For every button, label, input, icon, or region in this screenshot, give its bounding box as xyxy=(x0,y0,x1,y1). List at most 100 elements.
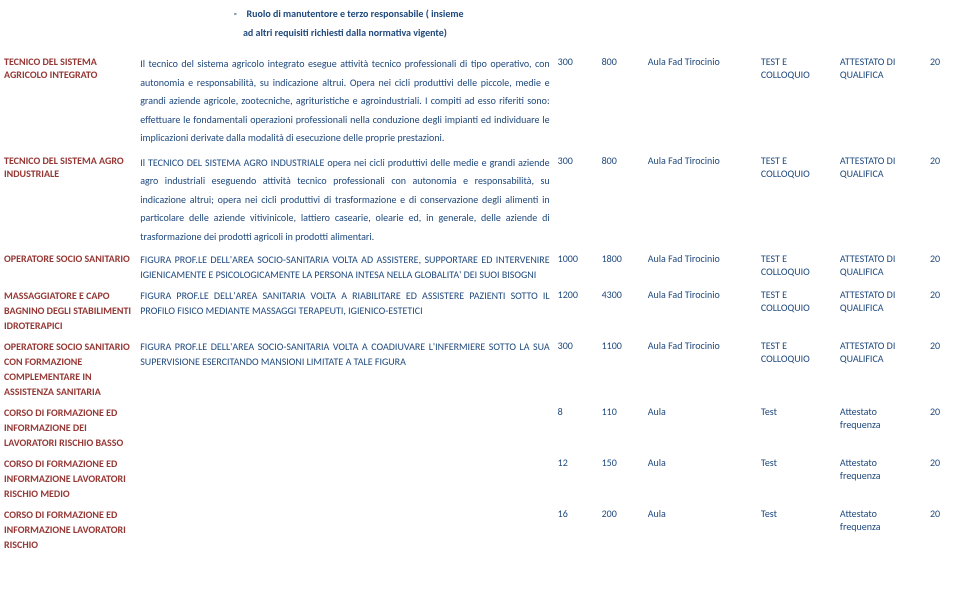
course-description xyxy=(136,504,553,555)
hours-2: 1100 xyxy=(598,336,644,402)
hours-2: 150 xyxy=(598,453,644,504)
capacity-value: 20 xyxy=(930,456,940,469)
certificate-line2: QUALIFICA xyxy=(840,68,884,81)
modality-text: Aula xyxy=(648,456,666,469)
hours-2-value: 800 xyxy=(602,55,617,68)
hours-1-value: 1200 xyxy=(558,288,578,301)
course-label-text: MASSAGGIATORE E CAPO BAGNINO DEGLI STABI… xyxy=(4,289,131,332)
exam-line2: COLLOQUIO xyxy=(761,301,810,314)
hours-2-value: 1800 xyxy=(602,252,622,265)
course-label: OPERATORE SOCIO SANITARIO xyxy=(0,249,136,285)
course-label: MASSAGGIATORE E CAPO BAGNINO DEGLI STABI… xyxy=(0,285,136,336)
course-row: CORSO DI FORMAZIONE ED INFORMAZIONE LAVO… xyxy=(0,453,959,504)
course-label: CORSO DI FORMAZIONE ED INFORMAZIONE LAVO… xyxy=(0,504,136,555)
course-row: TECNICO DEL SISTEMA AGRICOLO INTEGRATOIl… xyxy=(0,52,959,151)
modality-text: Aula Fad Tirocinio xyxy=(648,339,720,352)
modality: Aula xyxy=(644,402,757,453)
capacity-value: 20 xyxy=(930,339,940,352)
certificate-line2: frequenza xyxy=(840,469,881,482)
hours-1: 300 xyxy=(554,336,598,402)
course-label-text: CORSO DI FORMAZIONE ED INFORMAZIONE LAVO… xyxy=(4,508,126,551)
certificate-line1: ATTESTATO DI xyxy=(840,55,895,68)
certificate-line2: QUALIFICA xyxy=(840,167,884,180)
hours-1: 300 xyxy=(554,151,598,250)
exam-line1: TEST E xyxy=(761,252,787,265)
capacity: 20 xyxy=(926,453,959,504)
capacity-value: 20 xyxy=(930,288,940,301)
certificate-line1: ATTESTATO DI xyxy=(840,339,895,352)
exam-line2: COLLOQUIO xyxy=(761,167,810,180)
certificate-line2: QUALIFICA xyxy=(840,301,884,314)
course-row: TECNICO DEL SISTEMA AGRO INDUSTRIALE Il T… xyxy=(0,151,959,250)
course-description: FIGURA PROF.LE DELL'AREA SANITARIA VOLTA… xyxy=(136,285,553,336)
hours-1: 8 xyxy=(554,402,598,453)
course-row: MASSAGGIATORE E CAPO BAGNINO DEGLI STABI… xyxy=(0,285,959,336)
certificate: Attestatofrequenza xyxy=(836,402,926,453)
exam: TEST ECOLLOQUIO xyxy=(757,151,836,250)
capacity: 20 xyxy=(926,504,959,555)
certificate-line2: QUALIFICA xyxy=(840,352,884,365)
course-row: CORSO DI FORMAZIONE ED INFORMAZIONE LAVO… xyxy=(0,504,959,555)
exam: TEST ECOLLOQUIO xyxy=(757,52,836,151)
course-description-text: FIGURA PROF.LE DELL'AREA SOCIO-SANITARIA… xyxy=(140,253,549,281)
course-description-text: Il TECNICO DEL SISTEMA AGRO INDUSTRIALE … xyxy=(140,156,549,243)
course-label-text: OPERATORE SOCIO SANITARIO xyxy=(4,252,130,265)
modality-text: Aula xyxy=(648,405,666,418)
modality: Aula xyxy=(644,453,757,504)
certificate-line1: ATTESTATO DI xyxy=(840,288,895,301)
header-row: - Ruolo di manutentore e terzo responsab… xyxy=(0,0,959,52)
certificate: Attestatofrequenza xyxy=(836,504,926,555)
header-label-empty xyxy=(0,0,136,52)
capacity: 20 xyxy=(926,402,959,453)
certificate-line2: frequenza xyxy=(840,520,881,533)
certificate: ATTESTATO DIQUALIFICA xyxy=(836,52,926,151)
certificate: ATTESTATO DIQUALIFICA xyxy=(836,285,926,336)
modality: Aula Fad Tirocinio xyxy=(644,336,757,402)
modality: Aula Fad Tirocinio xyxy=(644,285,757,336)
certificate-line1: Attestato xyxy=(840,405,877,418)
capacity-value: 20 xyxy=(930,252,940,265)
exam-line1: Test xyxy=(761,456,777,469)
exam-line1: TEST E xyxy=(761,339,787,352)
exam: Test xyxy=(757,402,836,453)
course-description-text: FIGURA PROF.LE DELL'AREA SANITARIA VOLTA… xyxy=(140,289,549,317)
course-label: CORSO DI FORMAZIONE ED INFORMAZIONE LAVO… xyxy=(0,453,136,504)
hours-1-value: 300 xyxy=(558,55,573,68)
modality: Aula Fad Tirocinio xyxy=(644,52,757,151)
exam-line1: Test xyxy=(761,405,777,418)
modality: Aula Fad Tirocinio xyxy=(644,249,757,285)
certificate-line1: Attestato xyxy=(840,456,877,469)
capacity-value: 20 xyxy=(930,154,940,167)
modality-text: Aula Fad Tirocinio xyxy=(648,154,720,167)
modality: Aula xyxy=(644,504,757,555)
course-table: - Ruolo di manutentore e terzo responsab… xyxy=(0,0,959,555)
course-label: TECNICO DEL SISTEMA AGRO INDUSTRIALE xyxy=(0,151,136,250)
modality-text: Aula xyxy=(648,507,666,520)
certificate: ATTESTATO DIQUALIFICA xyxy=(836,336,926,402)
course-label-text: TECNICO DEL SISTEMA AGRO INDUSTRIALE xyxy=(4,154,124,180)
capacity: 20 xyxy=(926,52,959,151)
exam-line1: TEST E xyxy=(761,288,787,301)
hours-2: 4300 xyxy=(598,285,644,336)
certificate: ATTESTATO DIQUALIFICA xyxy=(836,151,926,250)
hours-1: 300 xyxy=(554,52,598,151)
course-description xyxy=(136,453,553,504)
exam: TEST ECOLLOQUIO xyxy=(757,285,836,336)
hours-2-value: 150 xyxy=(602,456,617,469)
certificate-line1: Attestato xyxy=(840,507,877,520)
exam-line1: Test xyxy=(761,507,777,520)
hours-2-value: 200 xyxy=(602,507,617,520)
course-description: Il tecnico del sistema agricolo integrat… xyxy=(136,52,553,151)
modality-text: Aula Fad Tirocinio xyxy=(648,288,720,301)
course-description-text: Il tecnico del sistema agricolo integrat… xyxy=(140,57,549,144)
certificate-line2: QUALIFICA xyxy=(840,265,884,278)
modality-text: Aula Fad Tirocinio xyxy=(648,55,720,68)
exam: Test xyxy=(757,453,836,504)
bullet: - xyxy=(226,4,244,23)
hours-1-value: 16 xyxy=(558,507,568,520)
hours-2-value: 110 xyxy=(602,405,617,418)
hours-1-value: 12 xyxy=(558,456,568,469)
hours-2: 800 xyxy=(598,151,644,250)
modality: Aula Fad Tirocinio xyxy=(644,151,757,250)
course-label-text: OPERATORE SOCIO SANITARIO CON FORMAZIONE… xyxy=(4,340,130,398)
